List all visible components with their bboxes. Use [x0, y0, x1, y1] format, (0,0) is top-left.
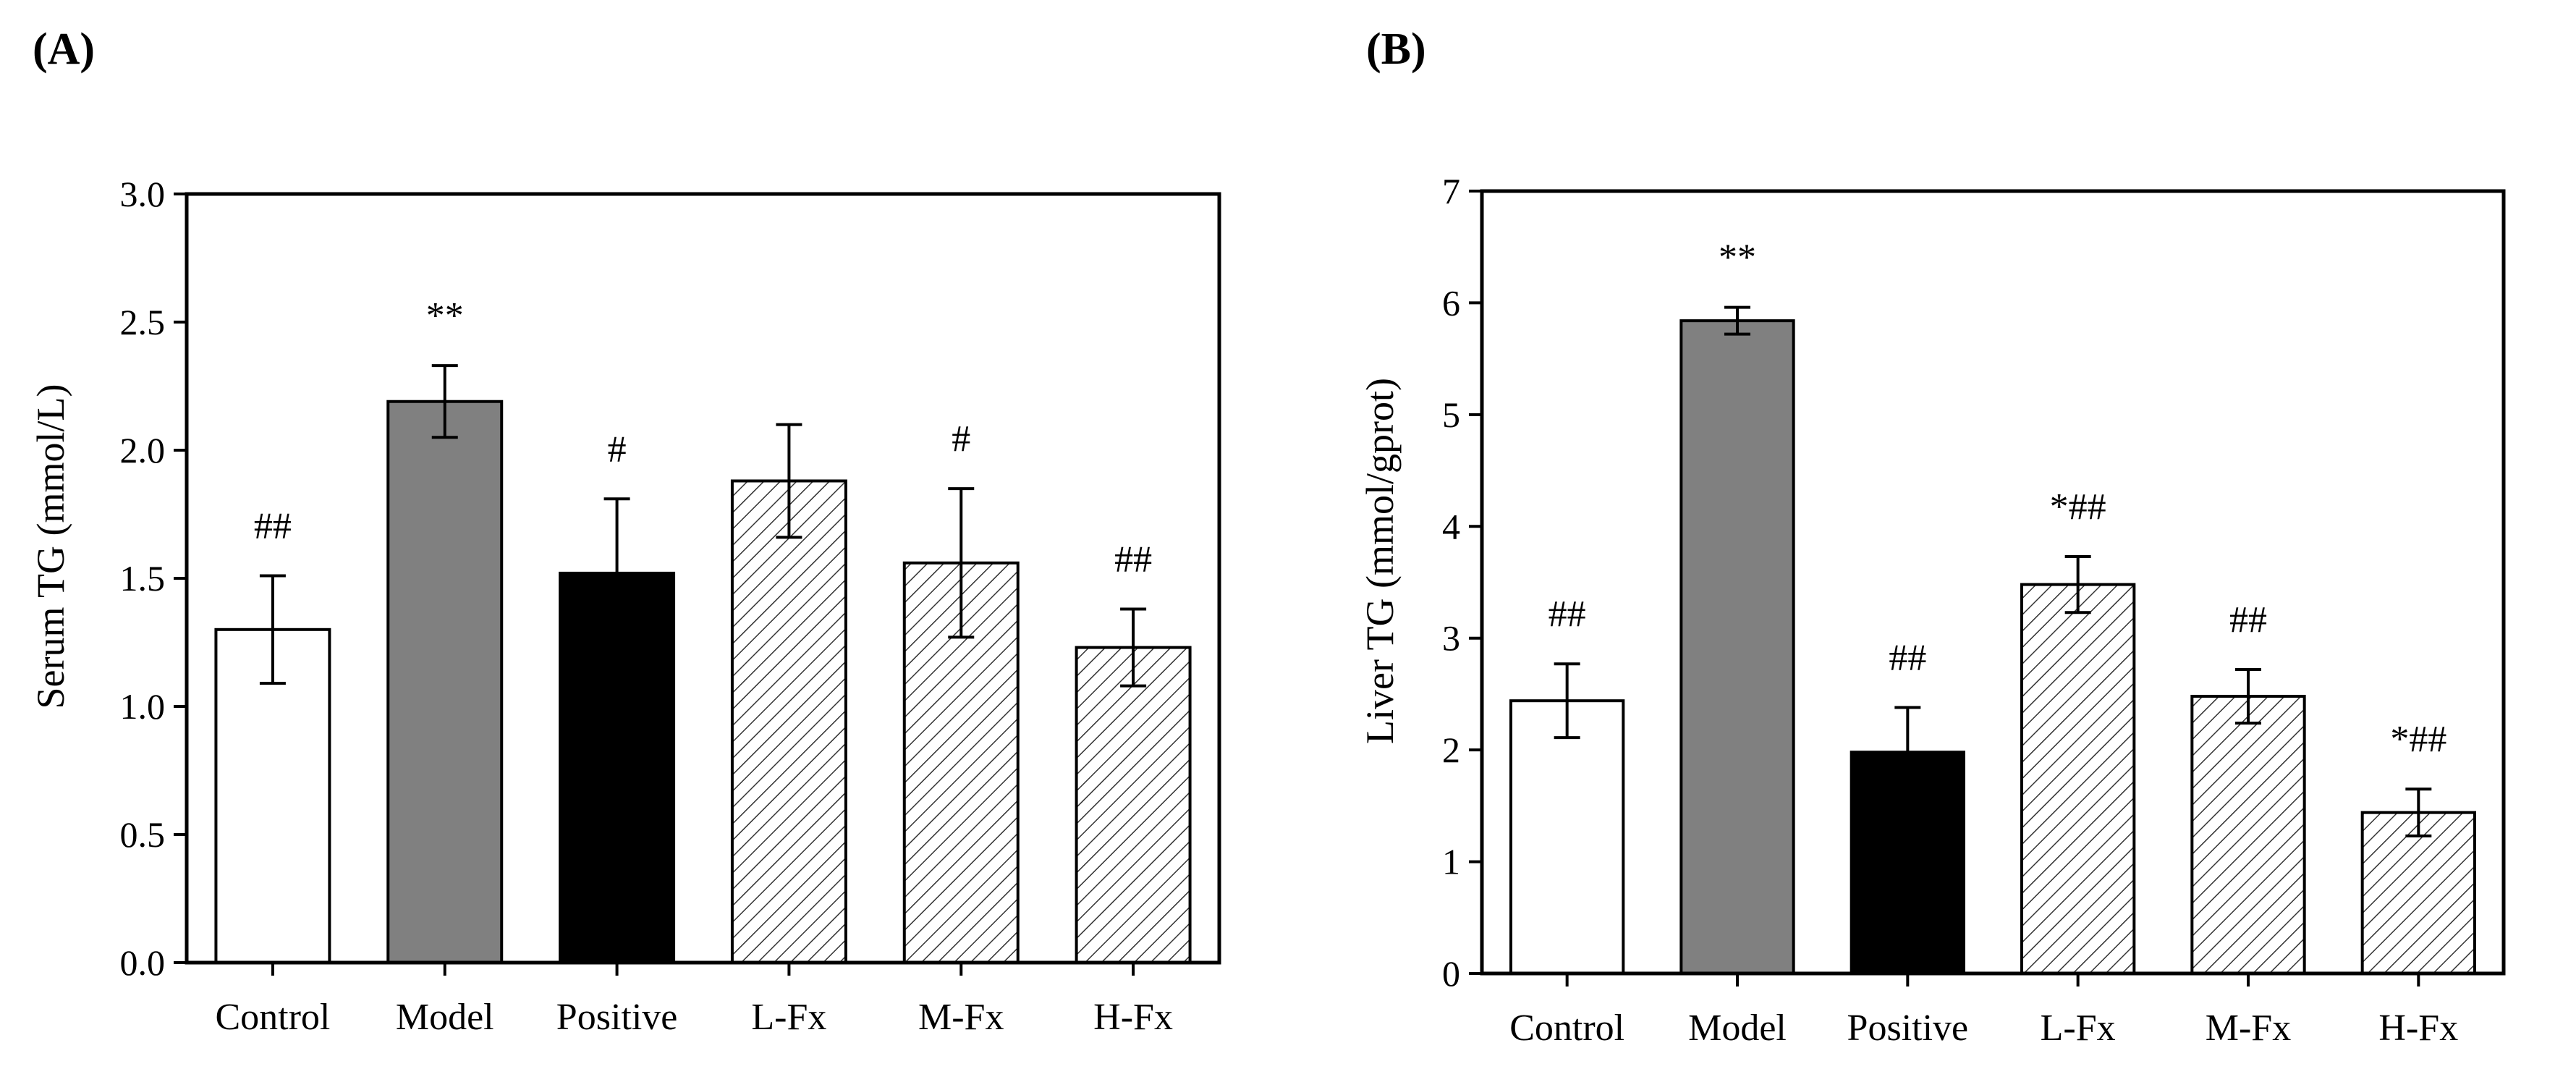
y-tick-label-b-7: 7: [1442, 171, 1460, 211]
bar-b-5: [2360, 811, 2476, 975]
bar-b-0: [1509, 699, 1625, 975]
y-axis-title-b: Liver TG (mmol/gprot): [1358, 378, 1402, 744]
y-tick-label-a-4: 2.0: [120, 430, 166, 470]
bar-b-4: [2190, 695, 2306, 975]
y-tick-label-b-6: 6: [1442, 282, 1460, 323]
x-tick-label-b-4: M-Fx: [2206, 1007, 2291, 1049]
x-tick-label-b-1: Model: [1688, 1007, 1787, 1049]
bar-a-3: [730, 479, 847, 964]
x-tick-label-a-0: Control: [215, 997, 330, 1038]
x-tick-label-a-1: Model: [396, 997, 494, 1038]
bar-a-1: [386, 400, 504, 964]
y-tick-label-b-1: 1: [1442, 842, 1460, 882]
y-tick-label-a-5: 2.5: [120, 302, 166, 342]
y-tick-label-a-2: 1.0: [120, 686, 166, 727]
x-tick-label-a-2: Positive: [556, 997, 678, 1038]
y-tick-label-a-1: 0.5: [120, 814, 166, 855]
significance-label-b-1: **: [1719, 237, 1756, 279]
y-tick-label-a-6: 3.0: [120, 174, 166, 214]
x-tick-label-b-3: L-Fx: [2041, 1007, 2116, 1049]
y-tick-label-a-3: 1.5: [120, 558, 166, 599]
x-tick-label-a-5: H-Fx: [1093, 997, 1173, 1038]
bar-b-3: [2020, 583, 2136, 975]
y-tick-label-b-0: 0: [1442, 953, 1460, 994]
chart-panel-b: (B) Liver TG (mmol/gprot) ## Control ** Mod…: [1358, 25, 2506, 1049]
y-tick-label-b-2: 2: [1442, 730, 1460, 770]
chart-panel-a: (A) Serum TG (mmol/L) ## Control ** Model # P…: [29, 25, 1221, 1038]
bar-a-5: [1075, 646, 1192, 965]
y-tick-label-a-0: 0.0: [120, 942, 166, 983]
significance-label-a-1: **: [426, 295, 464, 337]
x-tick-label-a-3: L-Fx: [751, 997, 826, 1038]
x-tick-label-b-2: Positive: [1847, 1007, 1969, 1049]
x-tick-label-a-4: M-Fx: [918, 997, 1004, 1038]
marks-b: ## Control ** Model ## Positive *## L-Fx ## M-Fx *…: [1442, 171, 2506, 1049]
y-tick-label-b-5: 5: [1442, 394, 1460, 435]
panel-label-b: (B): [1366, 25, 1426, 74]
significance-label-a-5: ##: [1114, 538, 1152, 580]
significance-label-a-2: #: [608, 428, 627, 470]
significance-label-a-4: #: [952, 418, 970, 460]
x-tick-label-b-5: H-Fx: [2378, 1007, 2458, 1049]
plot-frame-a: [185, 192, 1221, 965]
bar-b-1: [1679, 319, 1795, 975]
significance-label-b-2: ##: [1889, 637, 1926, 678]
x-tick-label-b-0: Control: [1509, 1007, 1624, 1049]
y-tick-label-b-4: 4: [1442, 506, 1460, 546]
plot-frame-b: [1480, 189, 2506, 976]
bar-a-0: [214, 628, 331, 964]
significance-label-b-4: ##: [2229, 599, 2267, 641]
significance-label-b-3: *##: [2050, 486, 2106, 528]
marks-a: ## Control ** Model # Positive L-Fx # M-Fx ## H-Fx…: [120, 174, 1221, 1038]
panel-label-a: (A): [33, 25, 95, 74]
y-axis-title-a: Serum TG (mmol/L): [29, 384, 72, 709]
y-tick-label-b-3: 3: [1442, 618, 1460, 659]
significance-label-b-5: *##: [2390, 719, 2446, 760]
significance-label-a-0: ##: [254, 505, 292, 546]
significance-label-b-0: ##: [1548, 593, 1586, 635]
